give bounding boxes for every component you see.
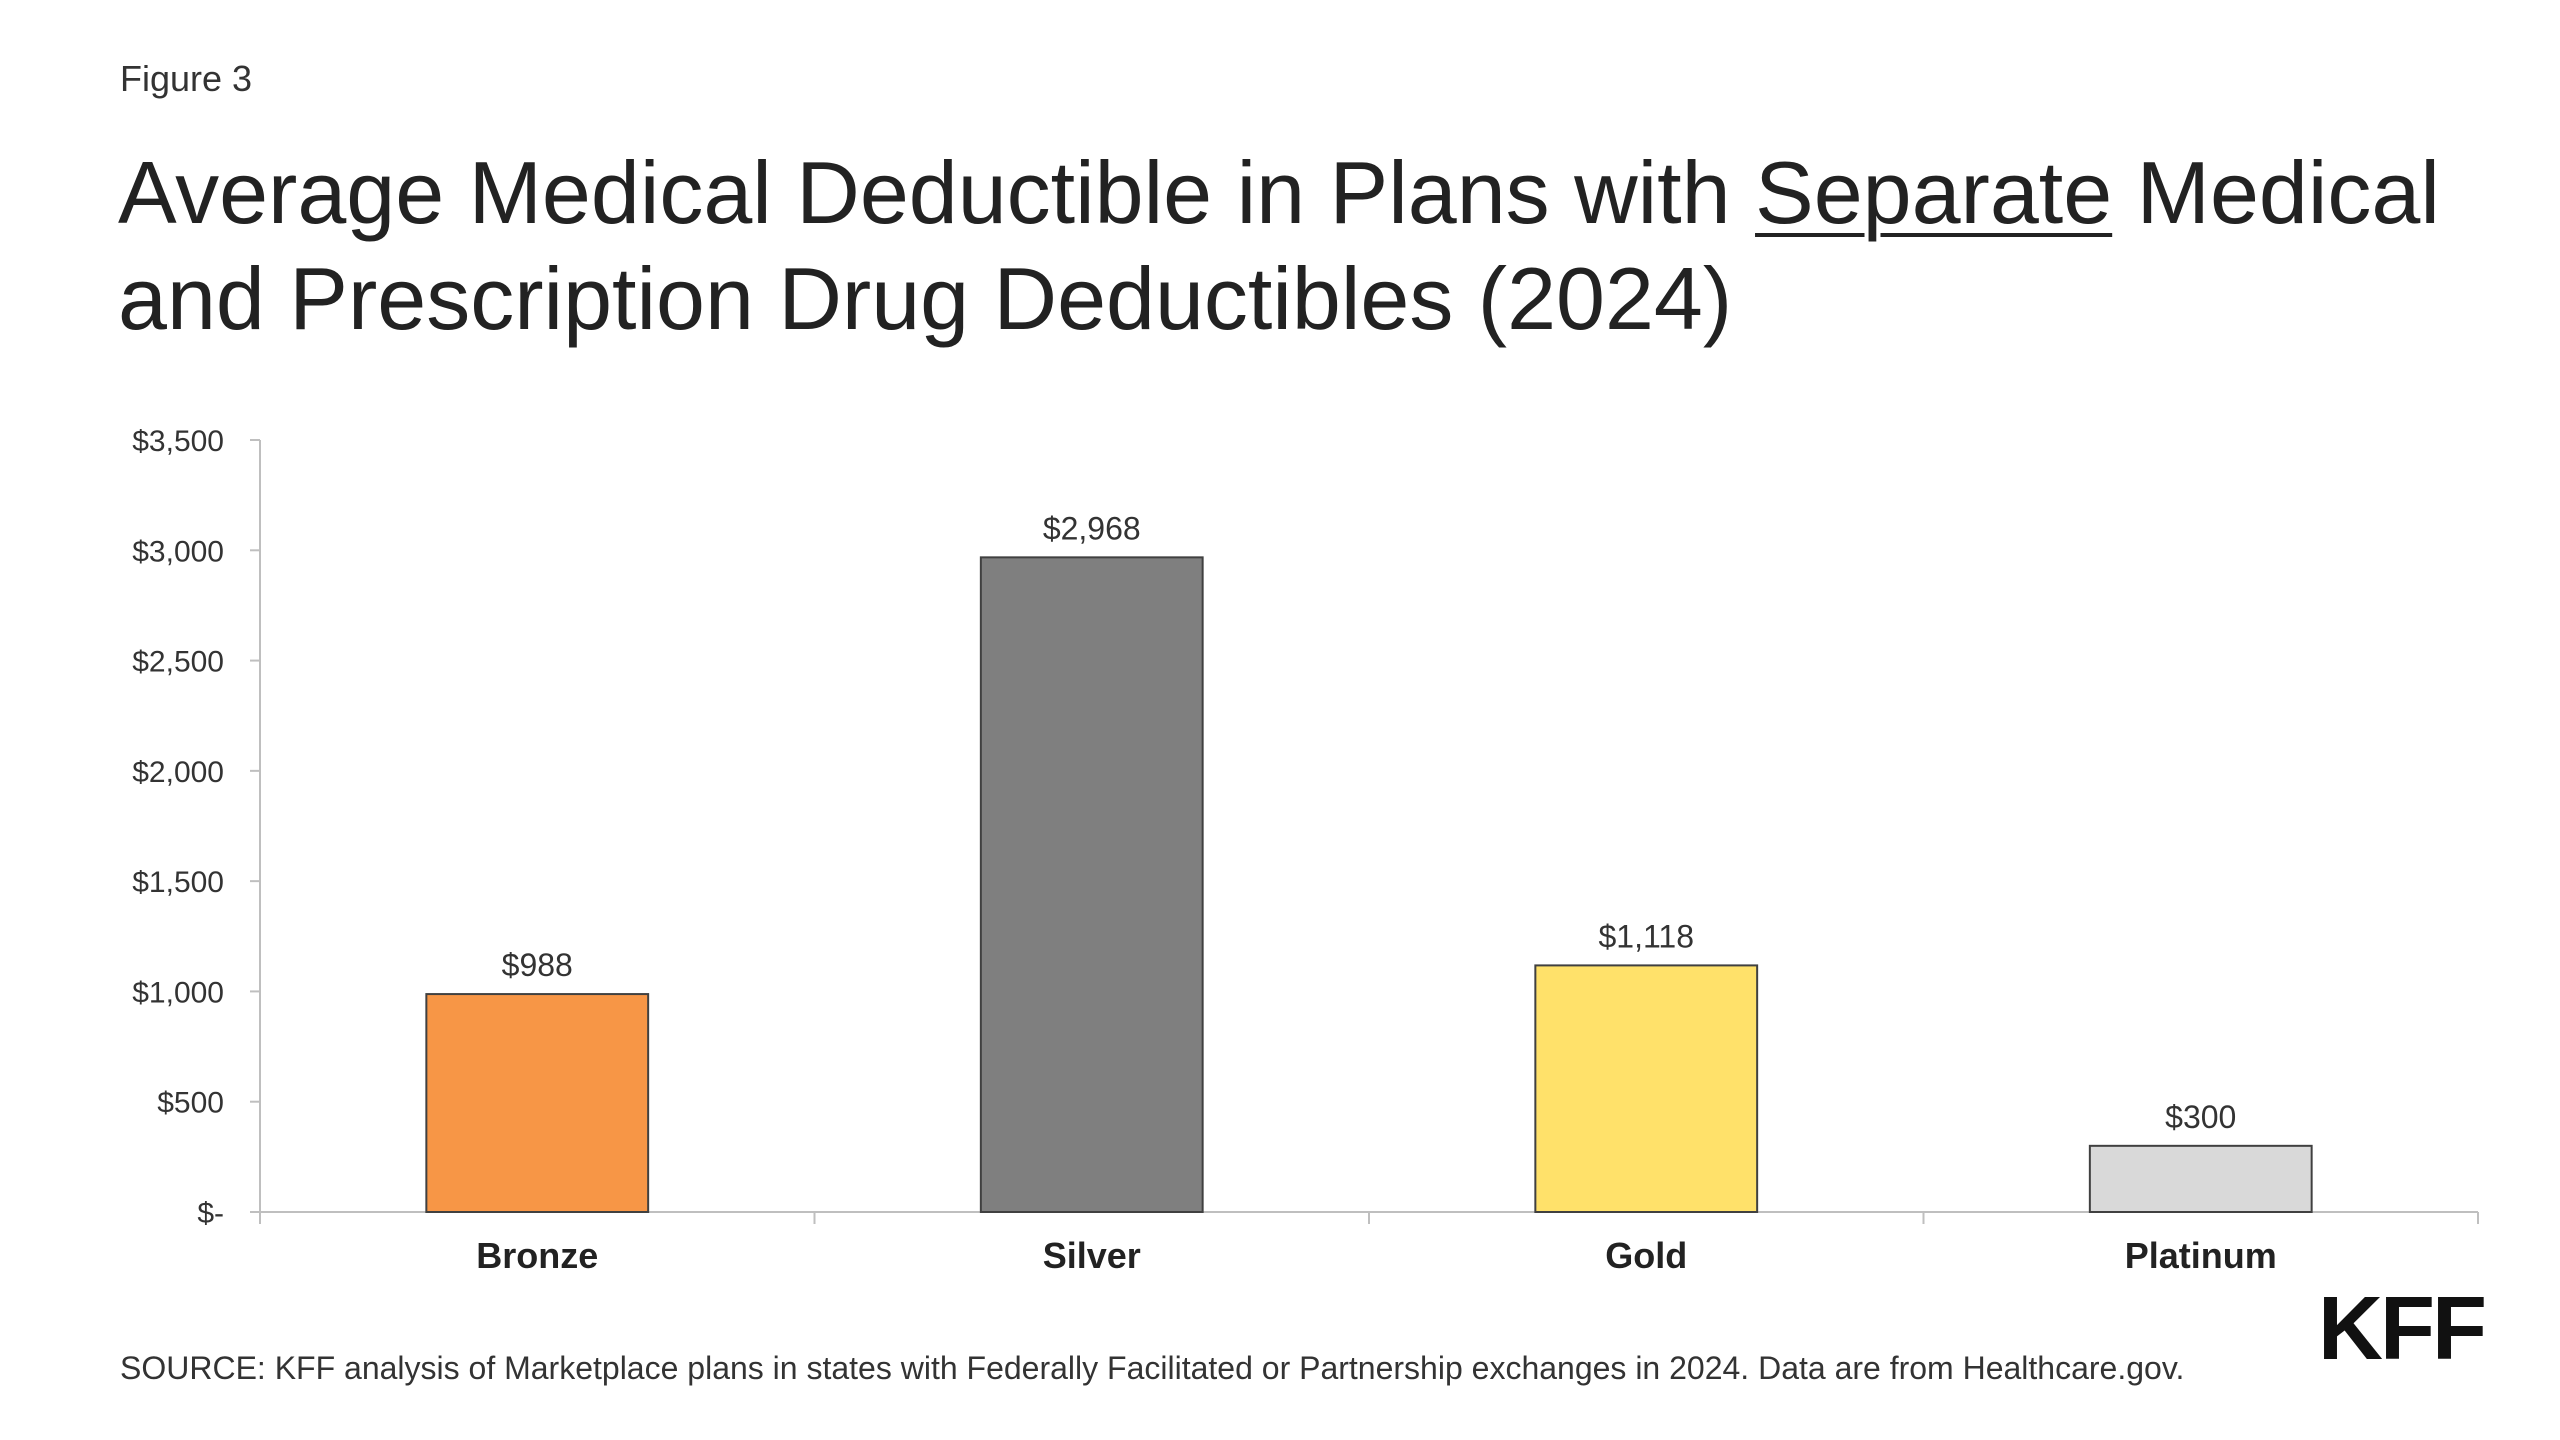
y-axis: $- $500 $1,000 $1,500 $2,000 $2,500 $3,000 $3,5… [132,425,261,1230]
data-label-bronze: $988 [502,947,573,983]
y-tick-label: $3,000 [132,535,224,568]
title-part-before: Average Medical Deductible in Plans with [118,143,1756,242]
figure-label: Figure 3 [120,58,253,99]
category-label-gold: Gold [1605,1235,1687,1276]
bar-silver [979,556,1204,1213]
chart-title: Average Medical Deductible in Plans with… [118,140,2478,352]
bar-bronze [425,993,650,1214]
category-label-bronze: Bronze [476,1235,598,1276]
data-label-gold: $1,118 [1599,918,1695,954]
category-label-silver: Silver [1043,1235,1141,1276]
title-underlined-word: Separate [1755,143,2113,242]
kff-logo: KFF [2318,1279,2487,1379]
x-axis: Bronze Silver Gold Platinum [259,1211,2479,1276]
y-tick-label: $1,500 [132,866,224,899]
y-tick-label: $2,500 [132,646,224,679]
y-tick-label: $500 [157,1087,224,1120]
y-tick-label: $3,500 [132,425,224,458]
data-label-platinum: $300 [2165,1099,2236,1135]
y-tick-label: $1,000 [132,976,224,1009]
data-labels: $988 $2,968 $1,118 $300 [502,510,2237,1134]
title-part-after: Medical and Prescription Drug Deductible… [118,143,2440,348]
bars [425,556,2313,1214]
y-tick-label: $2,000 [132,756,224,789]
bar-chart: $- $500 $1,000 $1,500 $2,000 $2,500 $3,000 $3,5… [132,425,2479,1276]
y-tick-label: $- [197,1197,224,1230]
bar-platinum [2088,1144,2313,1214]
data-label-silver: $2,968 [1043,510,1141,546]
category-label-platinum: Platinum [2125,1235,2277,1276]
bar-gold [1534,964,1759,1213]
source-note: SOURCE: KFF analysis of Marketplace plan… [120,1350,2185,1386]
